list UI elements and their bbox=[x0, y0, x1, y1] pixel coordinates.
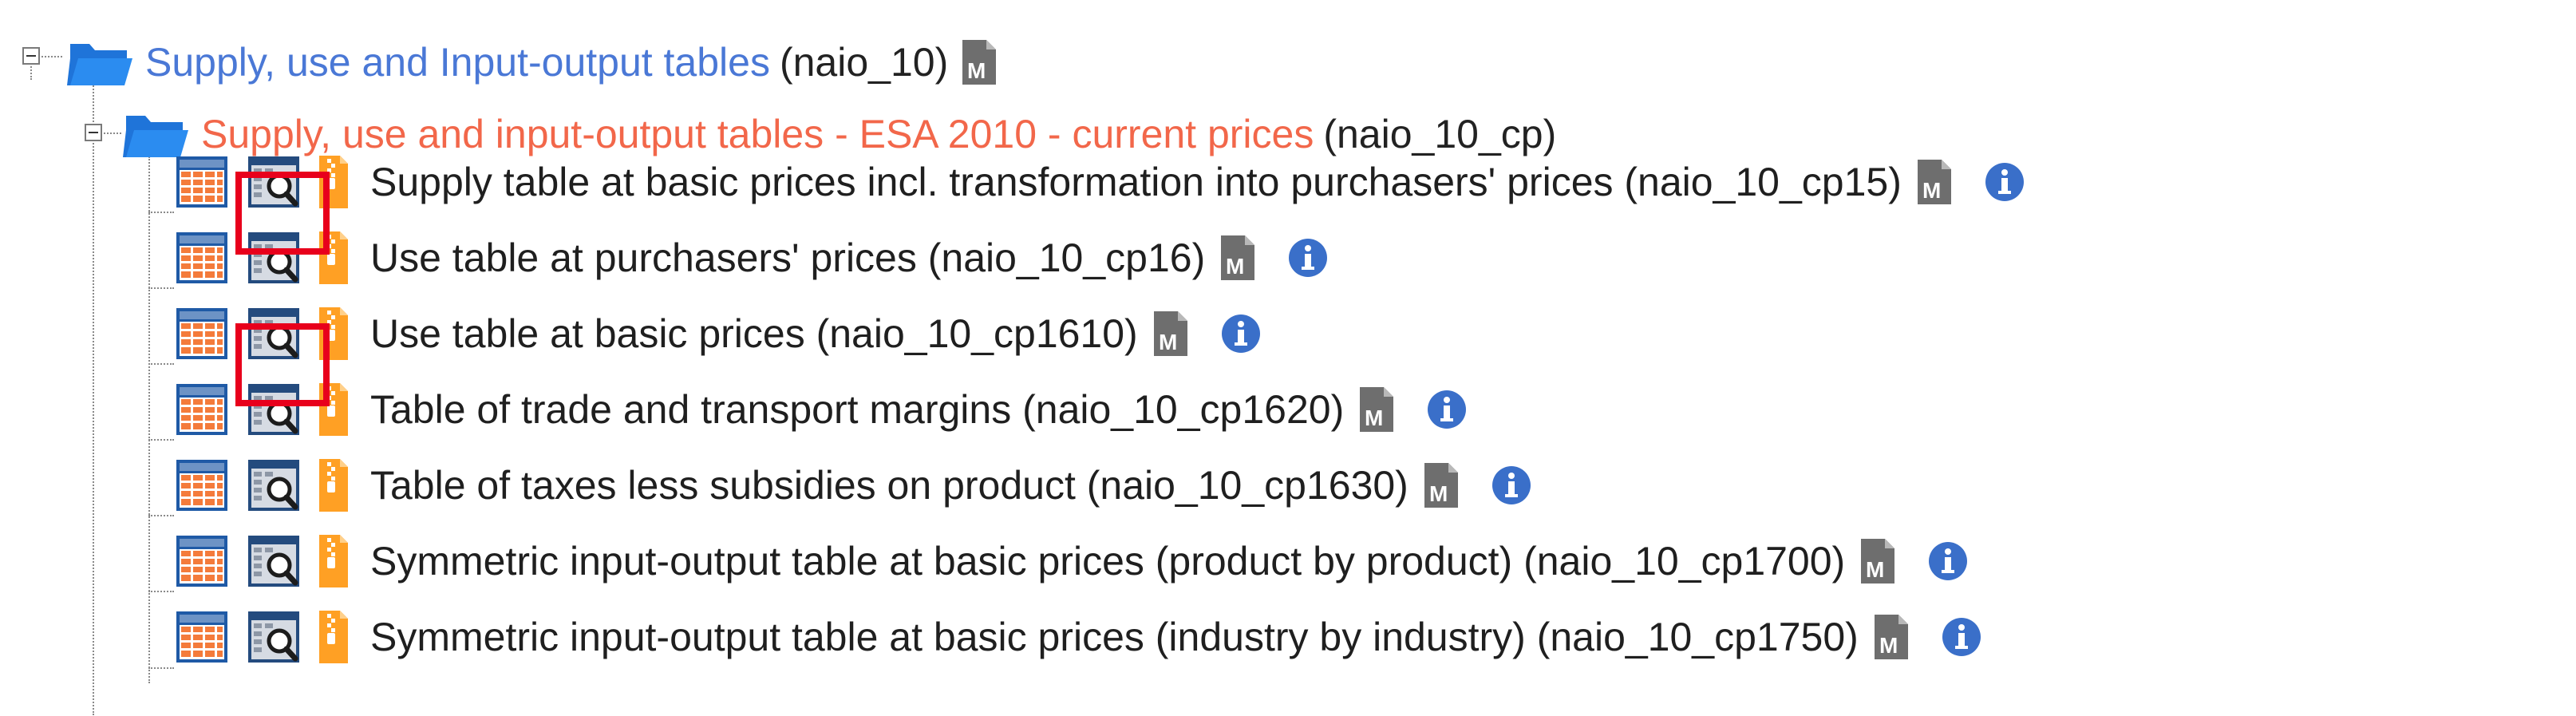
tree-node-root: Supply, use and Input-output tables (nai… bbox=[67, 30, 999, 94]
dataset-label-link[interactable]: Use table at basic prices (naio_10_cp161… bbox=[370, 311, 1138, 356]
dataset-row: Use table at basic prices (naio_10_cp161… bbox=[176, 302, 1261, 366]
root-code: (naio_10) bbox=[779, 40, 949, 85]
tree-node-sub: Supply, use and input-output tables - ES… bbox=[123, 102, 1556, 166]
tree-connector bbox=[148, 363, 174, 365]
table-grid-icon[interactable] bbox=[176, 611, 228, 663]
data-explorer-magnifier-icon[interactable] bbox=[247, 307, 300, 360]
sub-code: (naio_10_cp) bbox=[1323, 112, 1557, 156]
table-grid-icon[interactable] bbox=[176, 459, 228, 512]
zip-download-icon[interactable] bbox=[318, 230, 350, 286]
zip-download-icon[interactable] bbox=[318, 609, 350, 665]
folder-open-icon bbox=[123, 106, 190, 162]
tree-connector bbox=[148, 156, 150, 683]
metadata-m-icon[interactable]: M bbox=[1151, 310, 1191, 358]
tree-connector bbox=[41, 56, 62, 57]
info-icon[interactable] bbox=[1491, 465, 1531, 505]
tree-connector bbox=[148, 667, 174, 669]
metadata-m-icon[interactable]: M bbox=[1914, 158, 1954, 206]
zip-download-icon[interactable] bbox=[318, 457, 350, 513]
info-icon[interactable] bbox=[1985, 162, 2025, 202]
table-grid-icon[interactable] bbox=[176, 156, 228, 208]
dataset-label-link[interactable]: Table of taxes less subsidies on product… bbox=[370, 463, 1409, 508]
dataset-label-link[interactable]: Use table at purchasers' prices (naio_10… bbox=[370, 235, 1206, 280]
dataset-row: Supply table at basic prices incl. trans… bbox=[176, 150, 2025, 214]
data-explorer-magnifier-icon[interactable] bbox=[247, 459, 300, 512]
svg-text:M: M bbox=[1866, 557, 1884, 582]
collapse-toggle-sub[interactable] bbox=[85, 124, 102, 141]
metadata-m-icon[interactable]: M bbox=[959, 38, 999, 86]
tree-connector bbox=[93, 77, 94, 715]
info-icon[interactable] bbox=[1427, 390, 1467, 429]
info-icon[interactable] bbox=[1928, 541, 1968, 581]
table-grid-icon[interactable] bbox=[176, 231, 228, 284]
data-explorer-magnifier-icon[interactable] bbox=[247, 535, 300, 587]
dataset-row: Symmetric input-output table at basic pr… bbox=[176, 605, 1981, 669]
metadata-m-icon[interactable]: M bbox=[1218, 234, 1258, 282]
info-icon[interactable] bbox=[1942, 617, 1981, 657]
svg-text:M: M bbox=[1226, 254, 1244, 279]
dataset-row: Table of taxes less subsidies on product… bbox=[176, 453, 1531, 517]
dataset-label-link[interactable]: Symmetric input-output table at basic pr… bbox=[370, 539, 1846, 583]
root-title-link[interactable]: Supply, use and Input-output tables bbox=[145, 40, 770, 85]
table-grid-icon[interactable] bbox=[176, 535, 228, 587]
tree-connector bbox=[148, 591, 174, 592]
info-icon[interactable] bbox=[1288, 238, 1328, 278]
tree-connector bbox=[104, 133, 121, 134]
data-explorer-magnifier-icon[interactable] bbox=[247, 383, 300, 436]
table-grid-icon[interactable] bbox=[176, 307, 228, 360]
sub-title-link[interactable]: Supply, use and input-output tables - ES… bbox=[201, 112, 1314, 156]
tree-connector bbox=[148, 287, 174, 289]
tree-connector bbox=[148, 212, 174, 213]
metadata-m-icon[interactable]: M bbox=[1357, 386, 1397, 433]
dataset-label-link[interactable]: Table of trade and transport margins (na… bbox=[370, 387, 1345, 432]
zip-download-icon[interactable] bbox=[318, 154, 350, 210]
table-grid-icon[interactable] bbox=[176, 383, 228, 436]
metadata-m-icon[interactable]: M bbox=[1871, 613, 1911, 661]
dataset-row: Use table at purchasers' prices (naio_10… bbox=[176, 226, 1328, 290]
data-explorer-magnifier-icon[interactable] bbox=[247, 156, 300, 208]
folder-open-icon bbox=[67, 34, 134, 90]
tree-connector bbox=[148, 515, 174, 516]
dataset-row: Symmetric input-output table at basic pr… bbox=[176, 529, 1968, 593]
data-explorer-magnifier-icon[interactable] bbox=[247, 231, 300, 284]
collapse-toggle-root[interactable] bbox=[22, 47, 40, 65]
svg-text:M: M bbox=[1922, 178, 1941, 203]
metadata-m-icon[interactable]: M bbox=[1421, 461, 1461, 509]
tree-connector bbox=[148, 439, 174, 441]
info-icon[interactable] bbox=[1221, 314, 1261, 354]
svg-text:M: M bbox=[1159, 330, 1177, 354]
dataset-label-link[interactable]: Symmetric input-output table at basic pr… bbox=[370, 615, 1859, 659]
data-explorer-magnifier-icon[interactable] bbox=[247, 611, 300, 663]
svg-text:M: M bbox=[967, 58, 986, 83]
svg-text:M: M bbox=[1365, 405, 1383, 430]
svg-text:M: M bbox=[1879, 633, 1898, 658]
svg-text:M: M bbox=[1429, 481, 1448, 506]
dataset-row: Table of trade and transport margins (na… bbox=[176, 378, 1467, 441]
zip-download-icon[interactable] bbox=[318, 382, 350, 437]
zip-download-icon[interactable] bbox=[318, 306, 350, 362]
metadata-m-icon[interactable]: M bbox=[1858, 537, 1898, 585]
zip-download-icon[interactable] bbox=[318, 533, 350, 589]
dataset-label-link[interactable]: Supply table at basic prices incl. trans… bbox=[370, 160, 1902, 204]
